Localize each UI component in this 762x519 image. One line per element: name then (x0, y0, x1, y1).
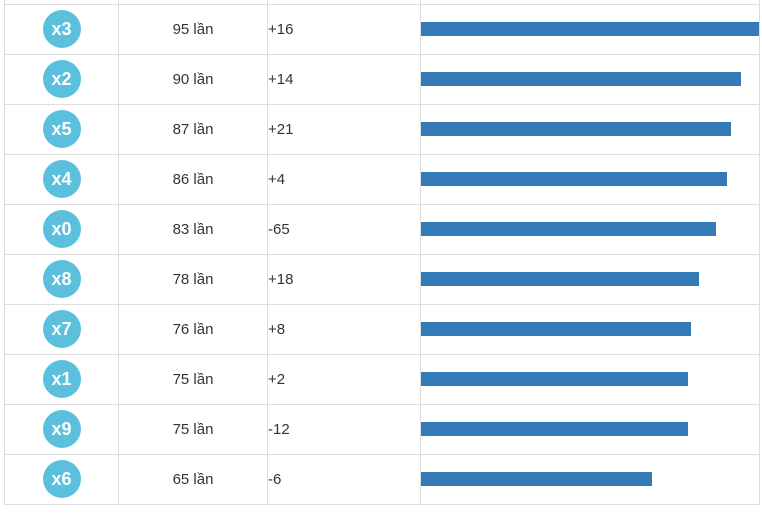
frequency-cell: 65 lần (118, 453, 268, 505)
frequency-cell: 76 lần (118, 303, 268, 355)
frequency-cell: 87 lần (118, 103, 268, 155)
number-cell: x1 (4, 353, 119, 405)
number-cell: x8 (4, 253, 119, 305)
change-cell: +2 (267, 353, 421, 405)
number-badge: x1 (42, 360, 81, 398)
number-cell: x5 (4, 103, 119, 155)
bar-cell (420, 353, 760, 405)
change-cell: -6 (267, 453, 421, 505)
frequency-bar (421, 122, 731, 136)
frequency-table: x3 95 lần +16 x2 90 lần +14 x5 87 lần +21 x4 86 lầ… (4, 0, 760, 505)
change-cell: +8 (267, 303, 421, 355)
table-row: x5 87 lần +21 (4, 103, 760, 155)
number-badge: x9 (42, 410, 81, 448)
bar-cell (420, 53, 760, 105)
bar-cell (420, 153, 760, 205)
frequency-bar (421, 172, 727, 186)
table-row: x3 95 lần +16 (4, 3, 760, 55)
frequency-cell: 90 lần (118, 53, 268, 105)
frequency-cell: 95 lần (118, 3, 268, 55)
change-cell: +4 (267, 153, 421, 205)
number-cell: x4 (4, 153, 119, 205)
frequency-bar (421, 272, 699, 286)
number-badge: x2 (42, 60, 81, 98)
change-cell: +18 (267, 253, 421, 305)
table-body: x3 95 lần +16 x2 90 lần +14 x5 87 lần +21 x4 86 lầ… (4, 0, 760, 505)
change-cell: +16 (267, 3, 421, 55)
change-cell: +21 (267, 103, 421, 155)
change-cell: -12 (267, 403, 421, 455)
frequency-bar (421, 422, 688, 436)
table-row: x0 83 lần -65 (4, 203, 760, 255)
bar-cell (420, 403, 760, 455)
frequency-bar (421, 322, 692, 336)
table-row: x2 90 lần +14 (4, 53, 760, 105)
frequency-cell: 86 lần (118, 153, 268, 205)
change-cell: +14 (267, 53, 421, 105)
table-row: x9 75 lần -12 (4, 403, 760, 455)
table-row: x7 76 lần +8 (4, 303, 760, 355)
table-row: x4 86 lần +4 (4, 153, 760, 205)
bar-cell (420, 453, 760, 505)
number-badge: x5 (42, 110, 81, 148)
frequency-bar (421, 472, 653, 486)
frequency-bar (421, 22, 759, 36)
bar-cell (420, 103, 760, 155)
number-cell: x0 (4, 203, 119, 255)
table-row: x1 75 lần +2 (4, 353, 760, 405)
number-cell: x6 (4, 453, 119, 505)
frequency-cell: 78 lần (118, 253, 268, 305)
bar-cell (420, 303, 760, 355)
bar-cell (420, 203, 760, 255)
bar-cell (420, 3, 760, 55)
frequency-cell: 75 lần (118, 403, 268, 455)
number-badge: x8 (42, 260, 81, 298)
table-row: x8 78 lần +18 (4, 253, 760, 305)
frequency-bar (421, 72, 742, 86)
frequency-cell: 75 lần (118, 353, 268, 405)
change-cell: -65 (267, 203, 421, 255)
number-badge: x4 (42, 160, 81, 198)
table-row: x6 65 lần -6 (4, 453, 760, 505)
number-badge: x7 (42, 310, 81, 348)
number-badge: x0 (42, 210, 81, 248)
frequency-bar (421, 222, 717, 236)
number-badge: x6 (42, 460, 81, 498)
number-cell: x9 (4, 403, 119, 455)
frequency-bar (421, 372, 688, 386)
number-badge: x3 (42, 10, 81, 48)
bar-cell (420, 253, 760, 305)
number-cell: x7 (4, 303, 119, 355)
frequency-cell: 83 lần (118, 203, 268, 255)
number-cell: x2 (4, 53, 119, 105)
number-cell: x3 (4, 3, 119, 55)
